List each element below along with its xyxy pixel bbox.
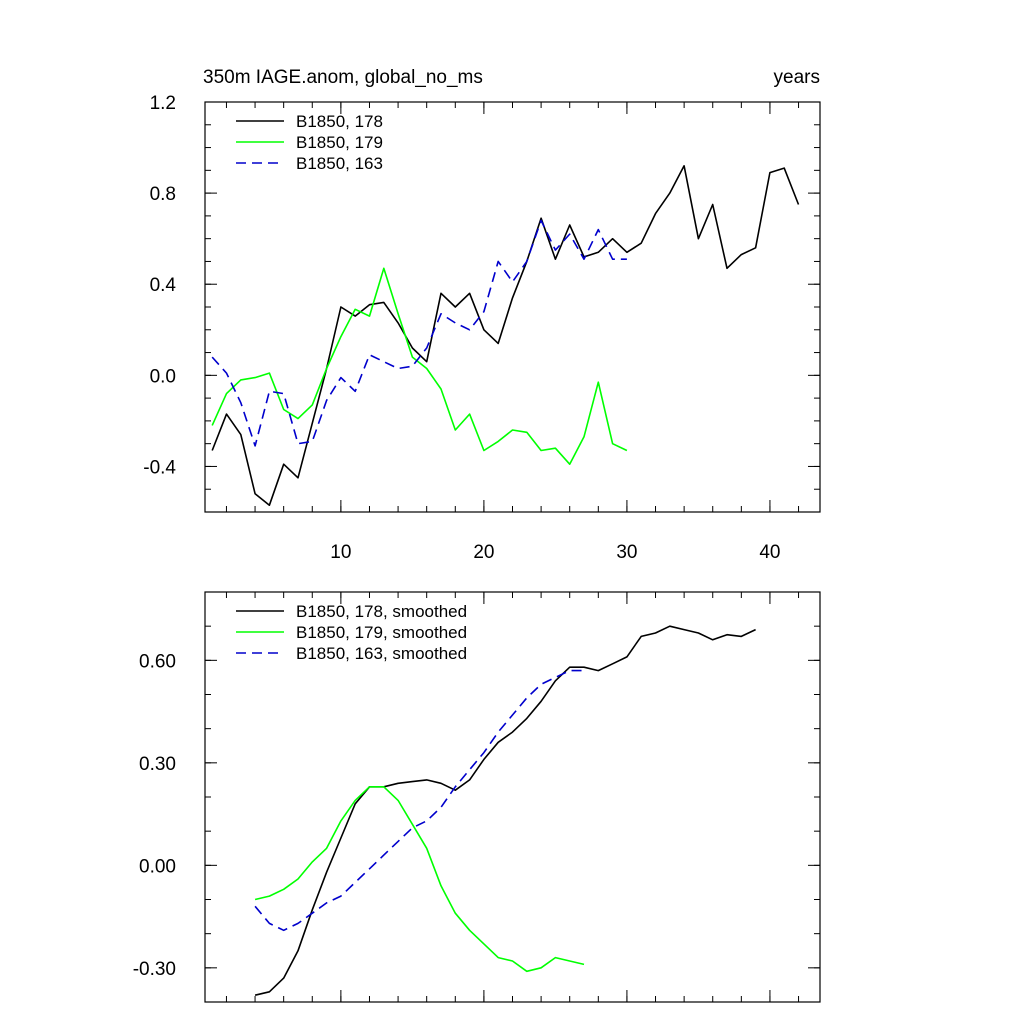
legend-label: B1850, 179, smoothed — [296, 623, 467, 642]
series-line-2 — [254, 785, 585, 973]
series-line-3 — [254, 669, 584, 932]
legend-label: B1850, 179 — [296, 133, 383, 152]
bottom-ticks: -0.30 0.00 0.30 0.60 — [133, 591, 820, 1003]
top-ticks: 10 20 30 40 -0.4 0.0 0.4 0.8 1.2 — [143, 93, 820, 563]
y-tick-label: -0.4 — [143, 457, 176, 478]
bottom-legend: B1850, 178, smoothed B1850, 179, smoothed… — [236, 602, 467, 663]
bottom-series — [254, 625, 756, 996]
bottom-panel: -0.300.000.300.60 B1850, 178, smoothedB1… — [133, 591, 821, 1003]
y-tick-label: 0.8 — [150, 184, 176, 205]
y-tick-label: -0.30 — [133, 959, 176, 980]
top-title-left: 350m IAGE.anom, global_no_ms — [203, 67, 483, 88]
legend-label: B1850, 163 — [296, 154, 383, 173]
y-tick-label: 0.60 — [139, 651, 176, 672]
x-tick-label: 20 — [473, 542, 494, 563]
top-title-right: years — [774, 67, 820, 88]
top-legend: B1850, 178 B1850, 179 B1850, 163 — [236, 112, 383, 173]
x-tick-label: 30 — [616, 542, 637, 563]
y-tick-label: 0.00 — [139, 856, 176, 877]
series-line-2 — [211, 267, 628, 466]
bottom-plot-frame — [204, 591, 821, 1003]
legend-label: B1850, 163, smoothed — [296, 644, 467, 663]
y-tick-label: 1.2 — [150, 93, 176, 114]
y-tick-label: 0.0 — [150, 366, 176, 387]
top-series — [211, 165, 800, 507]
top-plot-frame — [204, 101, 821, 513]
top-panel: 350m IAGE.anom, global_no_ms years 10 20 3… — [143, 67, 821, 563]
y-tick-label: 0.4 — [150, 275, 177, 296]
y-tick-label: 0.30 — [139, 754, 176, 775]
series-line-1 — [254, 625, 756, 996]
legend-label: B1850, 178, smoothed — [296, 602, 467, 621]
series-line-1 — [211, 165, 800, 507]
legend-label: B1850, 178 — [296, 112, 383, 131]
x-tick-label: 40 — [759, 542, 780, 563]
x-tick-label: 10 — [330, 542, 351, 563]
series-line-3 — [211, 219, 627, 447]
